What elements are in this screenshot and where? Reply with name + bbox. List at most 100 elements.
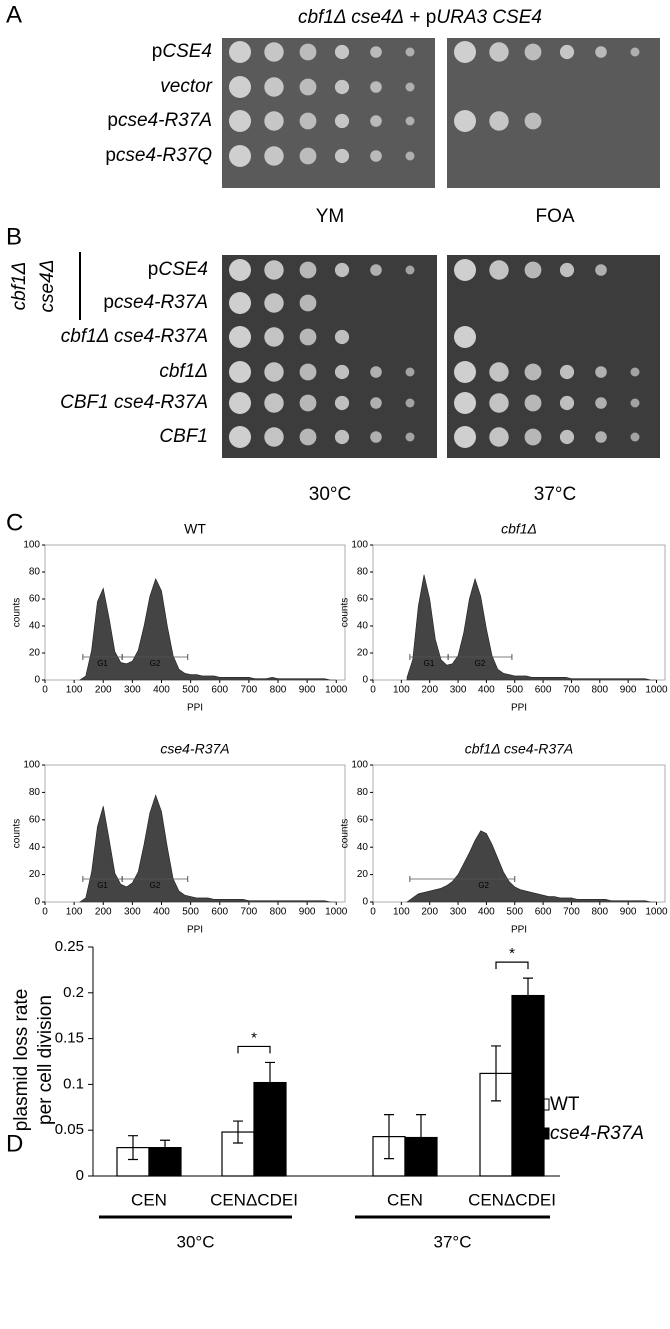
colony-spot: [229, 145, 251, 167]
colony-spot: [489, 393, 509, 413]
y-tick-label: 80: [357, 567, 369, 578]
colony-spot: [299, 43, 317, 61]
plot-title: cse4-R37A: [160, 741, 229, 757]
colony-spot: [405, 432, 415, 442]
y-tick-label: 0.2: [63, 984, 84, 1001]
colony-spot: [370, 115, 382, 127]
error-bar: [128, 1135, 138, 1161]
y-tick-label: 60: [357, 594, 369, 605]
colony-spot: [489, 42, 509, 62]
x-tick-label: 300: [124, 685, 141, 696]
colony-spot: [405, 151, 415, 161]
colony-spot: [454, 392, 476, 414]
error-bar: [160, 1139, 170, 1156]
colony-spot: [264, 42, 284, 62]
y-tick-label: 20: [29, 869, 41, 880]
colony-spot: [264, 260, 284, 280]
y-tick-label: 0.15: [55, 1030, 84, 1047]
colony-spot: [559, 44, 575, 60]
x-tick-label: CENΔCDEI: [210, 1190, 298, 1209]
row-label: cbf1Δ cse4-R37A: [61, 326, 208, 347]
y-tick-label: 100: [351, 760, 368, 771]
colony-spot: [264, 111, 284, 131]
row-label: pCSE4: [152, 41, 212, 62]
row-label-part: p: [107, 110, 118, 131]
colony-spot: [559, 262, 575, 278]
y-axis-label: counts: [340, 598, 351, 627]
x-tick-label: 900: [299, 907, 316, 918]
colony-spot: [524, 261, 542, 279]
row-label-part: CSE4: [158, 259, 208, 280]
plot-frame: [372, 764, 666, 903]
y-tick-label: 20: [357, 869, 369, 880]
x-tick-label: 200: [421, 685, 438, 696]
x-tick-label: 500: [182, 907, 199, 918]
x-tick-label: 700: [241, 907, 258, 918]
column-label: FOA: [535, 206, 574, 227]
group-label: 30°C: [177, 1232, 215, 1251]
histogram-area: [406, 830, 657, 903]
colony-spot: [299, 328, 317, 346]
colony-spot: [334, 395, 350, 411]
colony-spot: [229, 292, 251, 314]
y-tick-label: 100: [23, 540, 40, 551]
colony-spot: [299, 112, 317, 130]
y-tick-label: 0.1: [63, 1075, 84, 1092]
y-tick-label: 20: [357, 648, 369, 659]
y-tick-label: 80: [29, 787, 41, 798]
y-tick-label: 60: [29, 814, 41, 825]
significance-mark: *: [251, 1029, 257, 1046]
row-label-part: cse4-R37Q: [116, 145, 212, 166]
y-tick-label: 40: [357, 621, 369, 632]
x-tick-label: 200: [95, 907, 112, 918]
colony-spot: [454, 361, 476, 383]
error-bar: [384, 1114, 394, 1160]
x-tick-label: 900: [299, 685, 316, 696]
row-label: pcse4-R37A: [107, 110, 212, 131]
plate: [447, 38, 660, 188]
y-tick-label: 0.25: [55, 938, 84, 955]
row-label-part: cse4-R37A: [118, 110, 212, 131]
legend-label: WT: [550, 1094, 580, 1115]
panel-title: cbf1Δ cse4Δ + pURA3 CSE4: [298, 7, 542, 28]
error-bar: [523, 977, 533, 1014]
colony-spot: [299, 363, 317, 381]
x-tick-label: 0: [370, 685, 376, 696]
colony-spot: [334, 364, 350, 380]
colony-spot: [454, 41, 476, 63]
colony-spot: [405, 47, 415, 57]
colony-spot: [334, 262, 350, 278]
y-tick-label: 0: [362, 897, 368, 908]
colony-spot: [524, 112, 542, 130]
y-axis-label: per cell division: [35, 995, 56, 1125]
plot-title: WT: [184, 521, 206, 537]
significance-mark: *: [509, 945, 515, 962]
bar: [511, 994, 545, 1177]
colony-spot: [334, 113, 350, 129]
x-tick-label: 300: [450, 907, 467, 918]
significance-bracket: [237, 1045, 271, 1054]
x-tick-label: 400: [478, 907, 495, 918]
row-label-part: cbf1Δ: [159, 361, 208, 382]
colony-spot: [489, 362, 509, 382]
colony-spot: [630, 47, 640, 57]
colony-spot: [405, 82, 415, 92]
panel-title-part: URA3 CSE4: [436, 7, 542, 28]
y-tick-label: 100: [351, 540, 368, 551]
x-tick-label: 0: [42, 685, 48, 696]
colony-spot: [370, 150, 382, 162]
row-label-part: p: [103, 292, 114, 313]
x-tick-label: 600: [535, 907, 552, 918]
y-tick-label: 0: [362, 675, 368, 686]
gate-label: G2: [150, 659, 161, 668]
colony-spot: [264, 146, 284, 166]
colony-spot: [299, 78, 317, 96]
plate: [222, 255, 437, 458]
colony-spot: [489, 427, 509, 447]
row-label: pCSE4: [148, 259, 208, 280]
error-bar: [265, 1061, 275, 1104]
error-bar: [491, 1045, 501, 1102]
panel-letter: B: [6, 223, 22, 250]
x-tick-label: 900: [620, 685, 637, 696]
colony-spot: [524, 394, 542, 412]
